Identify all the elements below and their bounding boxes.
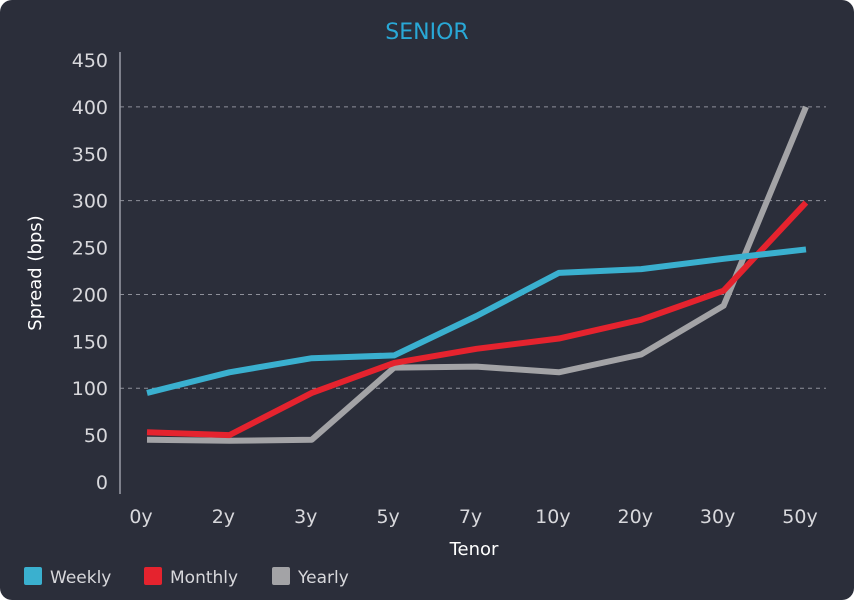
legend-swatch-weekly: [24, 567, 42, 585]
legend-label-monthly: Monthly: [170, 568, 238, 588]
y-tick-label: 300: [72, 191, 108, 213]
series-line-weekly: [146, 246, 807, 396]
series-line-yearly: [146, 105, 809, 444]
x-tick-label: 3y: [294, 506, 317, 528]
y-tick-label: 150: [72, 331, 108, 353]
chart-title: SENIOR: [385, 20, 468, 45]
x-tick-label: 5y: [376, 506, 399, 528]
y-tick-label: 100: [72, 378, 108, 400]
x-tick-label: 7y: [459, 506, 482, 528]
y-tick-label: 200: [72, 284, 108, 306]
series-line-monthly: [146, 200, 809, 439]
y-tick-label: 450: [72, 50, 108, 72]
y-tick-labels: 0 50 100 150 200 250 300 350 400 450: [72, 50, 108, 494]
x-tick-label: 30y: [700, 506, 735, 528]
legend-label-yearly: Yearly: [297, 568, 349, 588]
y-tick-label: 400: [72, 97, 108, 119]
y-tick-label: 250: [72, 238, 108, 260]
legend-swatch-monthly: [144, 567, 162, 585]
x-tick-label: 10y: [535, 506, 570, 528]
y-tick-label: 0: [96, 472, 108, 494]
x-tick-label: 2y: [212, 506, 235, 528]
x-tick-label: 20y: [618, 506, 653, 528]
x-axis-label: Tenor: [449, 539, 499, 560]
y-tick-label: 350: [72, 144, 108, 166]
legend-swatch-yearly: [272, 567, 290, 585]
gridlines: [120, 106, 826, 389]
legend-label-weekly: Weekly: [50, 568, 111, 588]
x-tick-label: 50y: [782, 506, 817, 528]
y-axis-label: Spread (bps): [25, 215, 46, 330]
legend: Weekly Monthly Yearly: [24, 567, 349, 588]
series-lines: [146, 105, 809, 444]
x-tick-label: 0y: [129, 506, 152, 528]
x-tick-labels: 0y 2y 3y 5y 7y 10y 20y 30y 50y: [129, 506, 817, 528]
y-tick-label: 50: [84, 425, 108, 447]
